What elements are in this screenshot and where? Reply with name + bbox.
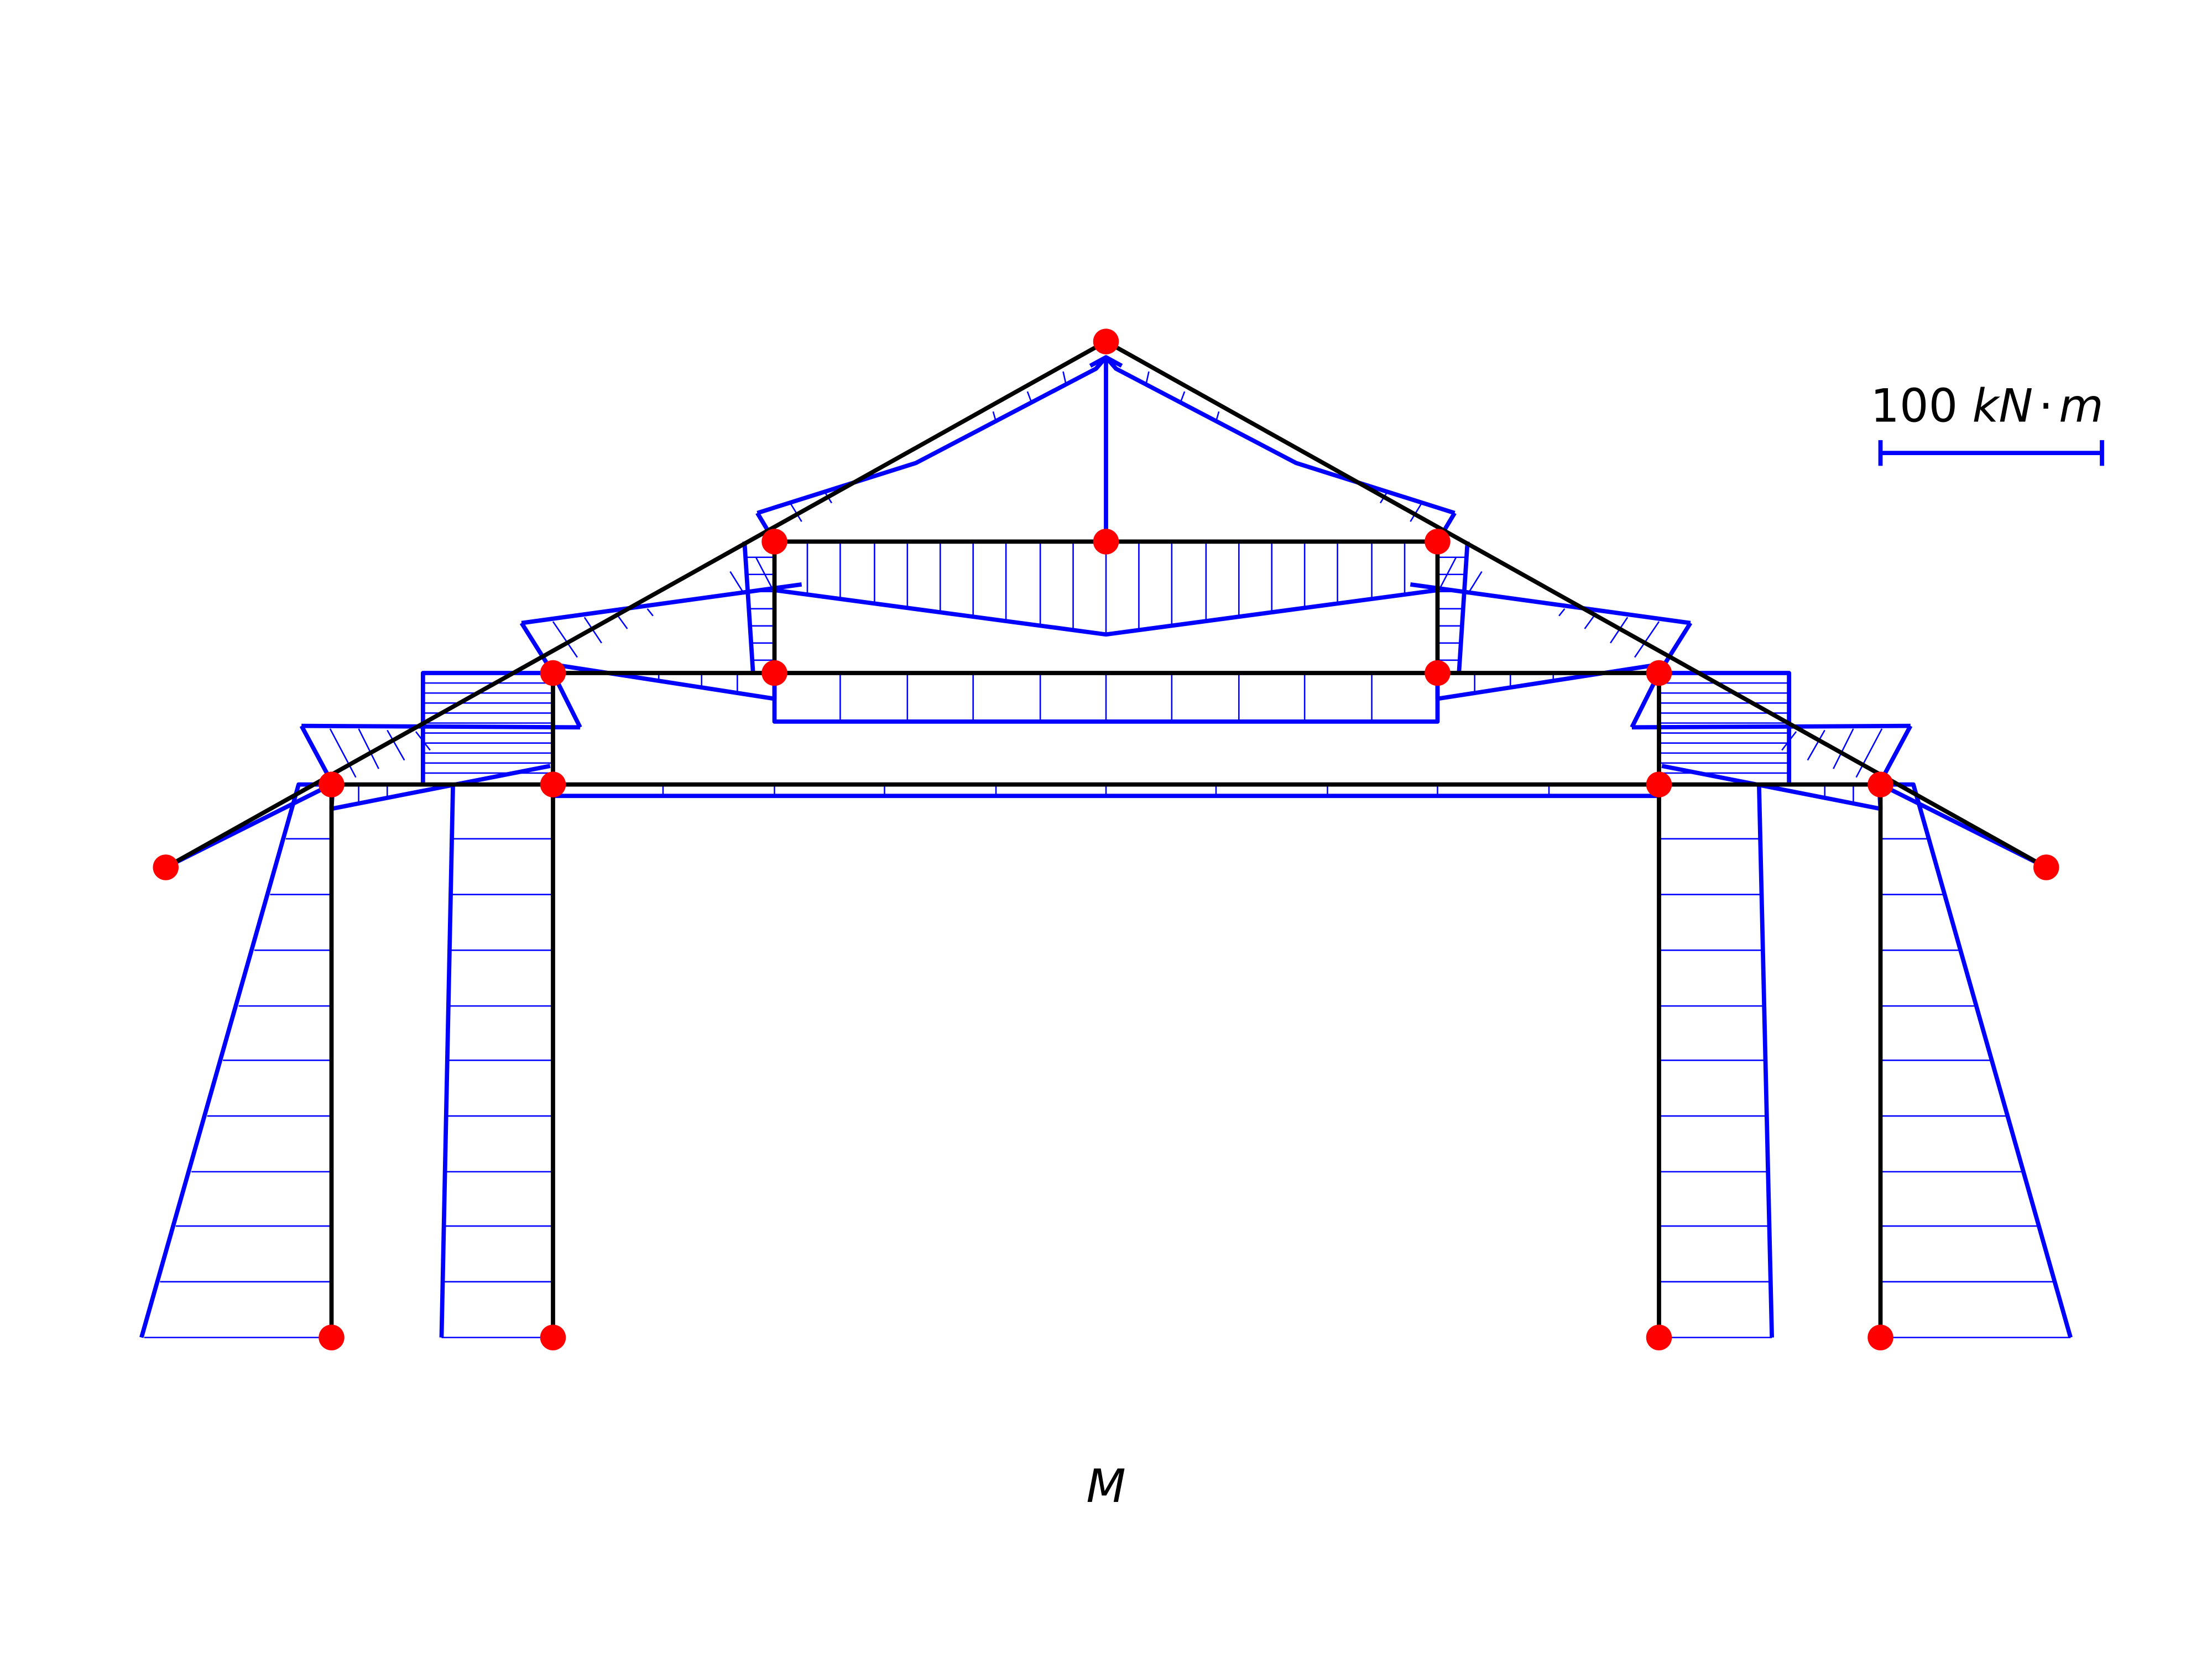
scale-bar-label: 100 kN · m	[1870, 379, 2103, 432]
scale-bar: 100 kN · m	[1870, 379, 2104, 466]
node-left-tip	[153, 854, 179, 880]
node	[319, 771, 345, 797]
node-support	[1867, 1324, 1893, 1350]
left-inner-column-moment	[439, 784, 553, 1338]
second-beam-moment	[772, 673, 1440, 724]
node	[540, 660, 566, 686]
node	[1646, 771, 1672, 797]
node	[1425, 660, 1451, 686]
node	[761, 660, 787, 686]
node-support	[1646, 1324, 1672, 1350]
node	[540, 771, 566, 797]
node-right-tip	[2033, 854, 2059, 880]
nodes	[153, 328, 2059, 1350]
node-apex	[1093, 328, 1119, 354]
left-rafter	[163, 339, 1108, 870]
left-upper-rafter-moment	[755, 356, 1108, 543]
left-post-moment	[742, 541, 775, 674]
right-upper-rafter-moment	[1104, 356, 1457, 543]
node	[1093, 529, 1119, 555]
diagram-title: M	[1086, 1460, 1125, 1513]
node	[1646, 660, 1672, 686]
side-beam-moment-left	[552, 662, 777, 701]
top-beam-moment	[774, 541, 1438, 637]
node-support	[540, 1324, 566, 1350]
node	[1425, 529, 1451, 555]
side-beam-moment-right	[1435, 662, 1660, 701]
king-post-moment	[1089, 355, 1123, 542]
node	[761, 529, 787, 555]
node	[1867, 771, 1893, 797]
right-post-moment	[1437, 541, 1470, 674]
moment-diagram-curves	[139, 355, 2073, 1338]
node-support	[319, 1324, 345, 1350]
right-inner-column-moment	[1659, 784, 1775, 1338]
